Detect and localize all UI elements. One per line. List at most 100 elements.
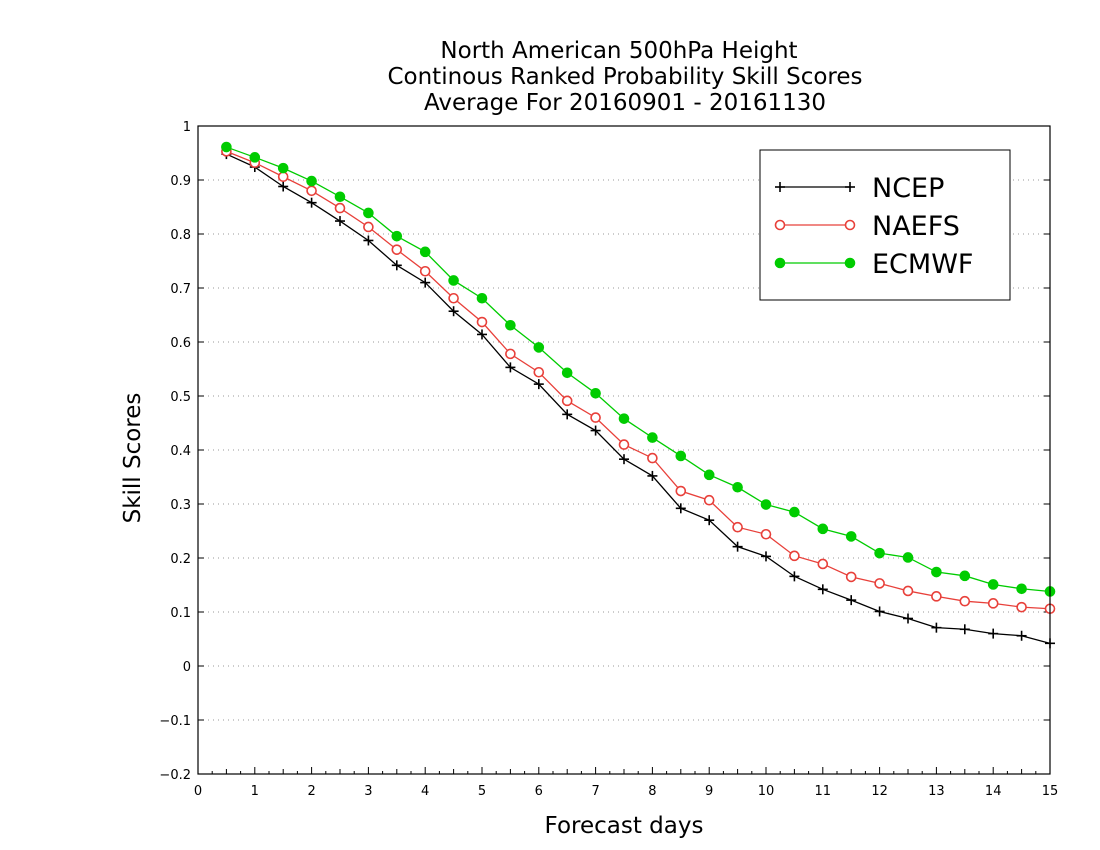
data-point (391, 260, 402, 271)
data-point (903, 613, 913, 624)
data-point (277, 162, 289, 174)
x-tick-label: 3 (364, 784, 372, 799)
data-point (448, 292, 459, 304)
data-point (249, 152, 261, 163)
data-point (732, 541, 743, 552)
x-tick-label: 13 (928, 784, 945, 799)
legend-label: NAEFS (872, 211, 960, 242)
data-point (363, 207, 374, 219)
data-point (363, 235, 374, 246)
data-point (505, 348, 516, 360)
data-point (618, 439, 630, 450)
data-point (448, 306, 459, 317)
data-point (562, 409, 573, 420)
y-tick-label: −0.1 (159, 714, 191, 729)
x-tick-label: 14 (985, 784, 1002, 799)
data-point (334, 191, 346, 203)
x-tick-label: 8 (648, 784, 656, 799)
y-tick-label: 0.7 (170, 282, 191, 297)
x-tick-label: 10 (758, 784, 775, 799)
data-point (306, 197, 317, 208)
data-point (505, 319, 516, 331)
data-point (647, 432, 658, 443)
data-point (477, 329, 487, 340)
x-tick-label: 4 (421, 784, 429, 799)
data-point (902, 552, 914, 563)
legend-label: ECMWF (872, 249, 973, 280)
legend-item-ncep: NCEP (775, 173, 944, 204)
data-point (505, 362, 516, 373)
data-point (590, 388, 601, 399)
data-point (789, 571, 800, 582)
data-point (789, 550, 800, 562)
data-point (874, 547, 885, 559)
series-ecmwf (221, 141, 1056, 597)
series-line-ncep (226, 153, 1051, 644)
data-point (476, 292, 488, 304)
legend-marker (774, 257, 786, 269)
data-point (1016, 630, 1027, 641)
x-tick-label: 6 (535, 784, 543, 799)
data-point (704, 515, 715, 526)
data-point (959, 570, 971, 582)
data-point (647, 470, 658, 481)
data-point (732, 481, 743, 493)
data-point (760, 528, 772, 540)
y-tick-label: 0.5 (170, 390, 191, 405)
data-point (1016, 601, 1027, 613)
x-axis-title: Forecast days (545, 813, 704, 839)
legend-marker (775, 182, 785, 192)
data-point (845, 531, 857, 542)
data-point (789, 506, 800, 518)
data-point (533, 342, 545, 353)
x-tick-label: 11 (815, 784, 832, 799)
data-point (334, 202, 346, 214)
data-point (902, 585, 914, 597)
data-point (675, 503, 686, 514)
x-tick-label: 7 (591, 784, 599, 799)
data-point (703, 494, 715, 506)
data-point (619, 454, 629, 465)
data-point (306, 175, 317, 187)
data-point (448, 275, 459, 286)
x-tick-label: 1 (251, 784, 259, 799)
data-point (306, 185, 317, 197)
data-point (278, 181, 289, 192)
data-point (618, 413, 630, 424)
y-tick-label: −0.2 (159, 768, 191, 783)
data-point (675, 450, 687, 462)
y-tick-label: 0.9 (170, 174, 191, 189)
title-line-1: North American 500hPa Height (440, 38, 797, 64)
x-tick-label: 15 (1042, 784, 1059, 799)
data-point (561, 367, 573, 379)
data-point (931, 566, 942, 578)
legend-marker (844, 257, 856, 269)
data-point (476, 316, 488, 328)
data-point (391, 230, 403, 242)
series-line-ecmwf (226, 146, 1051, 593)
legend-marker (845, 182, 855, 192)
data-point (817, 523, 829, 535)
y-tick-label: 1 (183, 120, 191, 135)
data-point (675, 485, 687, 497)
data-point (221, 141, 232, 153)
legend: NCEP NAEFS ECMWF (759, 149, 1011, 301)
y-tick-label: 0.8 (170, 228, 191, 243)
y-tick-label: 0.3 (170, 498, 191, 513)
y-tick-label: 0.6 (170, 336, 191, 351)
data-point (845, 571, 857, 583)
legend-item-naefs: NAEFS (774, 211, 960, 242)
data-point (420, 277, 431, 288)
legend-marker (844, 219, 856, 231)
data-point (760, 499, 772, 510)
data-point (703, 469, 715, 481)
x-tick-label: 9 (705, 784, 713, 799)
data-point (959, 624, 970, 635)
data-point (987, 598, 999, 609)
data-point (987, 579, 999, 590)
x-tick-label: 12 (871, 784, 888, 799)
x-tick-label: 0 (194, 784, 202, 799)
data-point (277, 171, 289, 183)
data-point (732, 521, 743, 533)
